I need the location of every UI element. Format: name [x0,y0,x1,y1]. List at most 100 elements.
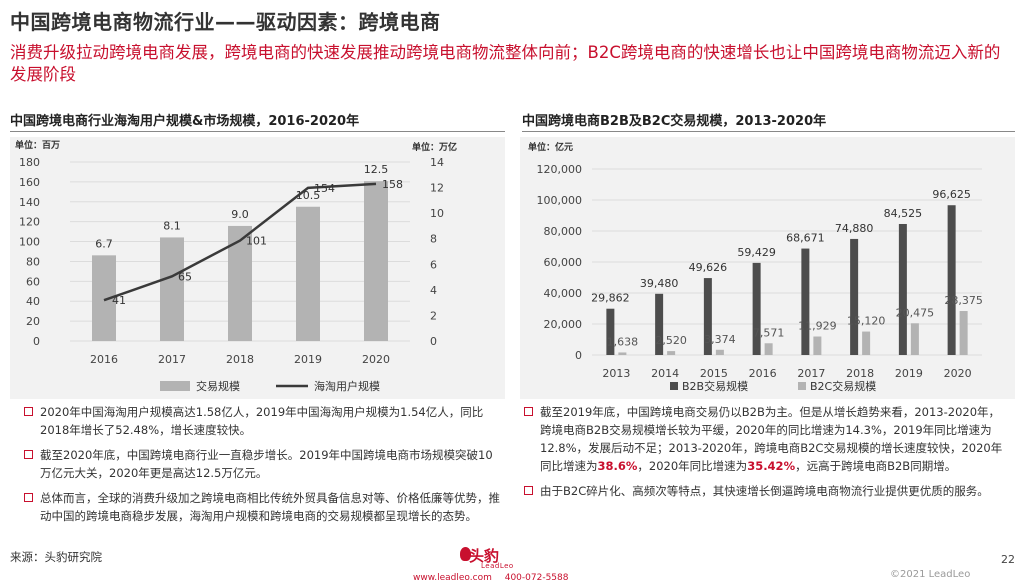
highlight-growth-2020-b: 35.42% [747,459,796,473]
right-bullet-text: 截至2019年底，中国跨境电商交易仍以B2B为主。但是从增长趋势来看，2013-… [540,405,1003,473]
bar-b2b-value-label: 68,671 [786,232,825,245]
bullet-box-icon [524,486,533,495]
left-y-tick-label: 80 [26,255,40,268]
logo-subtext: LeadLeo [481,562,514,570]
bar-b2b-value-label: 39,480 [640,277,679,290]
legend-label: B2B交易规模 [682,379,748,393]
right-y-tick-label: 2 [430,309,437,322]
x-tick-label: 2020 [362,353,390,366]
left-chart-title: 中国跨境电商行业海淘用户规模&市场规模，2016-2020年 [10,114,360,129]
line-value-label: 101 [246,235,267,248]
bar-b2b-value-label: 96,625 [932,188,971,201]
right-bullet-text: 由于B2C碎片化、高频次等特点，其快速增长倒逼跨境电商物流行业提供更优质的服务。 [540,484,989,498]
bar-b2b [703,278,712,355]
right-chart: 单位：亿元 0 20,000 40,000 60,000 80,000 100,000 120… [528,141,983,393]
bar-value-label: 12.5 [364,163,389,176]
bar-b2c-value-label: 11,929 [798,320,837,333]
line-value-label: 65 [178,270,192,283]
right-y-tick-label: 12 [430,182,444,195]
bar-b2c [764,343,773,355]
bar-b2c-value-label: 20,475 [896,306,935,319]
bullet-box-icon [524,407,533,416]
legend-label: B2C交易规模 [810,379,876,393]
line-value-label: 154 [314,182,335,195]
bar-b2c [618,352,627,355]
page-title: 中国跨境电商物流行业——驱动因素：跨境电商 [10,10,441,34]
right-y-tick-label: 6 [430,258,437,271]
bar-b2b-value-label: 59,429 [737,246,776,259]
right-chart-title: 中国跨境电商B2B及B2C交易规模，2013-2020年 [522,114,827,129]
y-axis-unit: 单位：亿元 [528,141,573,153]
x-tick-label: 2014 [651,367,679,380]
x-tick-label: 2013 [602,367,630,380]
y-tick-label: 0 [575,349,582,362]
left-bullet-item: 总体而言，全球的消费升级加之跨境电商相比传统外贸具备信息对等、价格低廉等优势，推… [22,489,500,525]
left-bullet-item: 2020年中国海淘用户规模高达1.58亿人，2019年中国海淘用户规模为1.54… [22,403,500,439]
right-bullet-list: 截至2019年底，中国跨境电商交易仍以B2B为主。但是从增长趋势来看，2013-… [522,403,1007,507]
left-y-tick-label: 180 [19,156,40,169]
bar-b2c [862,331,871,355]
legend-swatch-b2c [798,382,806,390]
website-link[interactable]: www.leadleo.com [413,573,492,583]
right-bullet-text: ，2020年同比增速为 [637,459,748,473]
y-tick-label: 20,000 [544,318,583,331]
bar-b2b-value-label: 29,862 [591,292,630,305]
left-y-tick-label: 100 [19,236,40,249]
left-y-tick-label: 140 [19,196,40,209]
x-tick-label: 2016 [90,353,118,366]
line-value-label: 41 [112,294,126,307]
left-y-tick-label: 40 [26,295,40,308]
footer-contact: www.leadleo.com 400-072-5588 [413,573,579,583]
right-bullet-item: 由于B2C碎片化、高频次等特点，其快速增长倒逼跨境电商物流行业提供更优质的服务。 [522,482,1007,500]
bar-b2c-value-label: 7,571 [753,326,785,339]
x-tick-label: 2020 [944,367,972,380]
bar-b2b [850,238,859,355]
right-y-tick-label: 4 [430,284,437,297]
y-tick-label: 60,000 [544,256,583,269]
bullet-box-icon [24,450,33,459]
y-tick-label: 100,000 [537,194,583,207]
bar-b2c-value-label: 15,120 [847,315,886,328]
bullet-box-icon [24,407,33,416]
x-tick-label: 2018 [226,353,254,366]
bar-b2b [752,262,761,355]
bar-value-label: 8.1 [163,219,181,232]
right-y-tick-label: 10 [430,207,444,220]
phone-number: 400-072-5588 [504,573,569,583]
bar-b2b-value-label: 74,880 [835,222,874,235]
bar-b2c [667,351,676,355]
x-tick-label: 2019 [294,353,322,366]
bar-b2b-value-label: 84,525 [884,207,923,220]
left-bullet-list: 2020年中国海淘用户规模高达1.58亿人，2019年中国海淘用户规模为1.54… [22,403,500,532]
x-tick-label: 2018 [846,367,874,380]
bar-b2c-value-label: 28,375 [944,294,983,307]
bar-b2b [947,205,956,355]
y-tick-label: 80,000 [544,225,583,238]
left-bullet-text: 2020年中国海淘用户规模高达1.58亿人，2019年中国海淘用户规模为1.54… [40,405,484,437]
x-tick-label: 2017 [158,353,186,366]
bar-b2c-value-label: 2,520 [655,334,687,347]
bar-b2b [801,248,810,355]
line-users [103,182,377,302]
left-chart: 单位：百万 单位：万亿 0 20 40 60 80 100 120 140 160 180 0 2 4 6 8 1… [15,139,457,393]
right-y-tick-label: 0 [430,335,437,348]
left-y-tick-label: 160 [19,176,40,189]
source-note: 来源：头豹研究院 [10,550,102,564]
bar-trade-scale [364,181,388,341]
x-tick-label: 2016 [749,367,777,380]
y-tick-label: 40,000 [544,287,583,300]
left-bullet-text: 总体而言，全球的消费升级加之跨境电商相比传统外贸具备信息对等、价格低廉等优势，推… [40,491,500,523]
legend-swatch-bar [160,381,190,391]
legend-label: 海淘用户规模 [314,379,380,393]
page-number: 22 [1001,553,1015,566]
right-y-tick-label: 8 [430,233,437,246]
bar-b2c [910,323,919,355]
page-subtitle: 消费升级拉动跨境电商发展，跨境电商的快速发展推动跨境电商物流整体向前；B2C跨境… [10,43,1001,84]
bar-b2b [655,293,664,355]
bar-trade-scale [296,206,320,341]
bar-b2c [715,349,724,355]
highlight-growth-2020-a: 38.6% [597,459,638,473]
legend-swatch-b2b [670,382,678,390]
bar-b2b [606,308,615,355]
right-bullet-item: 截至2019年底，中国跨境电商交易仍以B2B为主。但是从增长趋势来看，2013-… [522,403,1007,475]
